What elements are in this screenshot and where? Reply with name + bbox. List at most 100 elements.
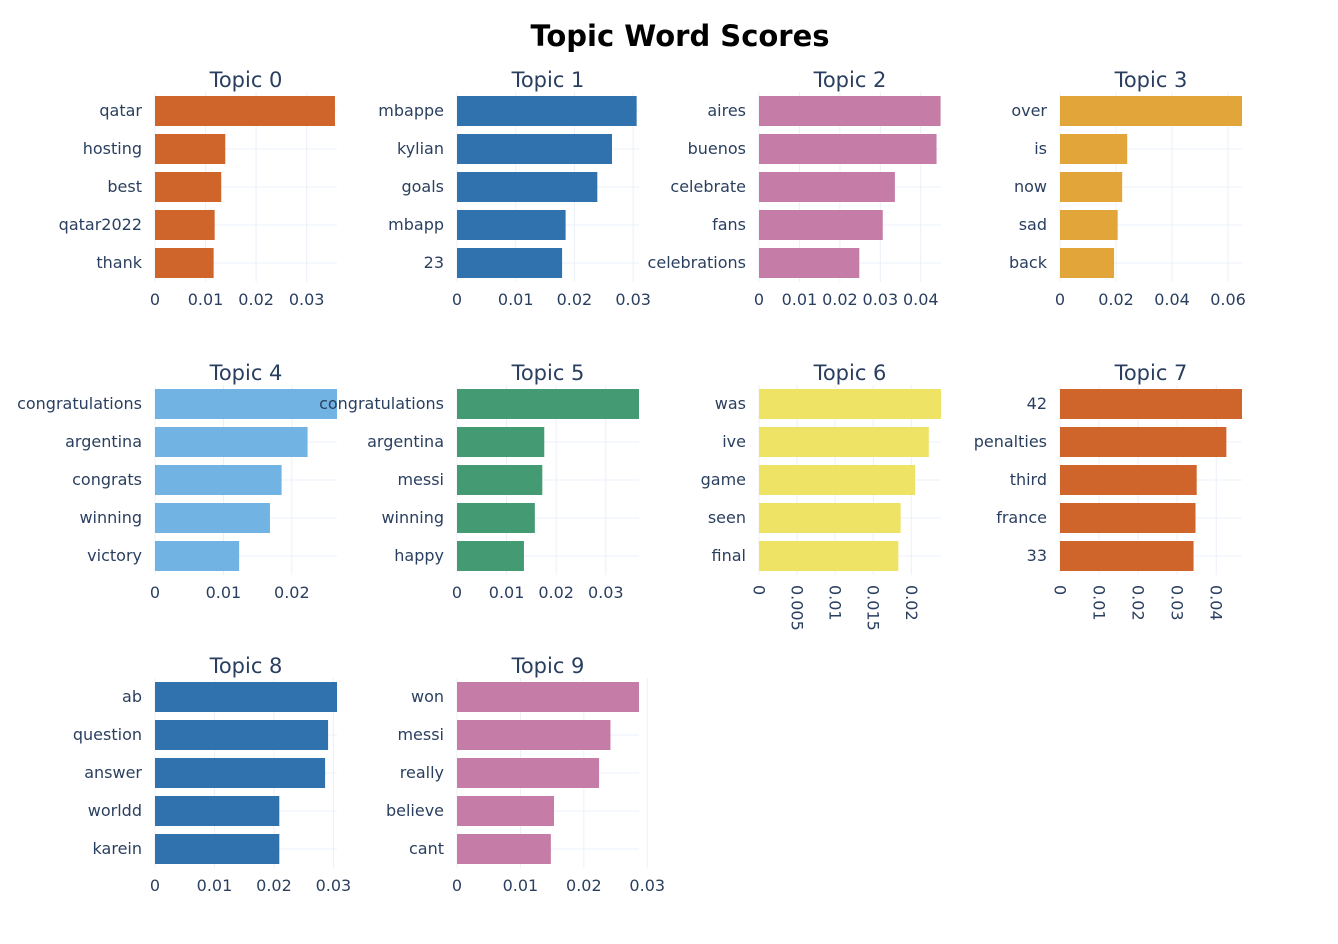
tick-label: 0.03 <box>629 876 665 895</box>
subplot-topic-4: Topic 4 congratulations argentina congrats w… <box>17 361 337 602</box>
bar[interactable] <box>457 503 535 533</box>
tick-label: 0.02 <box>274 583 310 602</box>
subplot-title: Topic 8 <box>209 654 283 678</box>
bar[interactable] <box>1060 465 1197 495</box>
subplot-topic-5: Topic 5 congratulations argentina messi winn… <box>319 361 639 602</box>
category-label: aires <box>707 101 746 120</box>
bar[interactable] <box>457 834 551 864</box>
bar[interactable] <box>457 682 639 712</box>
bar[interactable] <box>1060 96 1242 126</box>
bar[interactable] <box>1060 248 1115 278</box>
tick-label: 0 <box>750 585 769 595</box>
bar[interactable] <box>155 465 282 495</box>
category-label: karein <box>93 839 142 858</box>
category-label: messi <box>397 470 444 489</box>
category-label: celebrate <box>670 177 746 196</box>
bar[interactable] <box>759 96 941 126</box>
bar[interactable] <box>457 248 563 278</box>
subplot-title: Topic 6 <box>813 361 887 385</box>
bar[interactable] <box>457 96 637 126</box>
tick-label: 0 <box>452 876 462 895</box>
subplot-title: Topic 4 <box>209 361 283 385</box>
bar[interactable] <box>457 758 600 788</box>
subplot-topic-9: Topic 9 won messi really believe cant 0 0.01 0.0… <box>386 654 665 895</box>
subplot-topic-1: Topic 1 mbappe kylian goals mbapp 23 0 0.01 0.02… <box>378 68 651 309</box>
bar[interactable] <box>1060 134 1128 164</box>
category-label: winning <box>381 508 444 527</box>
tick-label: 0.01 <box>197 876 233 895</box>
bar[interactable] <box>155 427 308 457</box>
subplot-title: Topic 9 <box>511 654 585 678</box>
bar[interactable] <box>457 210 566 240</box>
category-label: final <box>712 546 746 565</box>
category-label: question <box>73 725 142 744</box>
category-label: worldd <box>88 801 142 820</box>
subplot-topic-2: Topic 2 aires buenos celebrate fans celebrati… <box>648 68 941 309</box>
bar[interactable] <box>155 96 335 126</box>
category-label: congrats <box>72 470 142 489</box>
bar[interactable] <box>155 134 226 164</box>
category-label: winning <box>79 508 142 527</box>
category-label: believe <box>386 801 444 820</box>
tick-label: 0.02 <box>822 290 858 309</box>
bar[interactable] <box>1060 503 1196 533</box>
bar[interactable] <box>155 172 222 202</box>
bar[interactable] <box>759 389 941 419</box>
bar[interactable] <box>155 541 240 571</box>
tick-label: 0.02 <box>566 876 602 895</box>
bar[interactable] <box>155 796 280 826</box>
bar[interactable] <box>1060 210 1118 240</box>
bar[interactable] <box>155 758 326 788</box>
category-label: argentina <box>65 432 142 451</box>
bar[interactable] <box>1060 427 1227 457</box>
bar[interactable] <box>759 427 929 457</box>
bar[interactable] <box>155 834 280 864</box>
category-label: 23 <box>424 253 444 272</box>
bar[interactable] <box>155 720 329 750</box>
bar[interactable] <box>759 503 901 533</box>
tick-label: 0.02 <box>238 290 274 309</box>
bar[interactable] <box>759 134 937 164</box>
category-label: was <box>715 394 746 413</box>
bar[interactable] <box>759 465 916 495</box>
category-label: celebrations <box>648 253 746 272</box>
bar[interactable] <box>155 389 337 419</box>
bar[interactable] <box>155 248 214 278</box>
bar[interactable] <box>155 682 337 712</box>
bar[interactable] <box>457 465 543 495</box>
subplot-title: Topic 1 <box>511 68 585 92</box>
bar[interactable] <box>155 210 215 240</box>
bar[interactable] <box>457 172 598 202</box>
bar[interactable] <box>759 541 899 571</box>
category-label: now <box>1014 177 1047 196</box>
tick-label: 0 <box>452 583 462 602</box>
category-label: over <box>1011 101 1047 120</box>
tick-label: 0.01 <box>489 583 525 602</box>
category-label: game <box>701 470 746 489</box>
tick-label: 0.01 <box>503 876 539 895</box>
category-label: back <box>1009 253 1048 272</box>
tick-label: 0.01 <box>188 290 224 309</box>
tick-label: 0.02 <box>538 583 574 602</box>
bar[interactable] <box>457 541 524 571</box>
bar[interactable] <box>759 248 860 278</box>
subplot-title: Topic 2 <box>813 68 887 92</box>
tick-label: 0.04 <box>1154 290 1190 309</box>
bar[interactable] <box>759 172 895 202</box>
bar[interactable] <box>1060 541 1194 571</box>
bar[interactable] <box>457 134 612 164</box>
tick-label: 0 <box>150 876 160 895</box>
subplot-title: Topic 5 <box>511 361 585 385</box>
bar[interactable] <box>759 210 883 240</box>
bar[interactable] <box>457 796 555 826</box>
tick-label: 0.03 <box>863 290 899 309</box>
tick-label: 0.02 <box>256 876 292 895</box>
bar[interactable] <box>457 389 639 419</box>
subplot-topic-0: Topic 0 qatar hosting best qatar2022 thank 0 0.… <box>59 68 337 309</box>
bar[interactable] <box>1060 172 1123 202</box>
category-label: goals <box>401 177 444 196</box>
bar[interactable] <box>457 427 545 457</box>
bar[interactable] <box>457 720 611 750</box>
bar[interactable] <box>1060 389 1242 419</box>
bar[interactable] <box>155 503 270 533</box>
